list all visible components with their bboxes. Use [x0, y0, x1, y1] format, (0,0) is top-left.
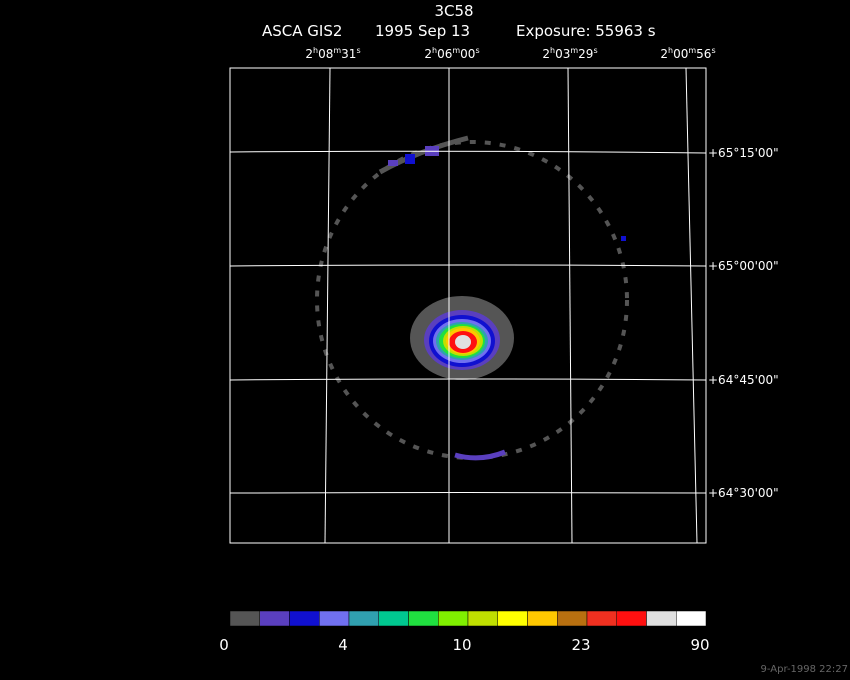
colorbar-swatch: [289, 610, 320, 627]
ra-unit: h: [668, 46, 673, 55]
ra-unit: h: [550, 46, 555, 55]
ra-unit: s: [356, 46, 360, 55]
colorbar-tick-label: 4: [338, 636, 348, 654]
source: [410, 296, 514, 380]
obs-date: 1995 Sep 13: [375, 22, 470, 40]
timestamp: 9-Apr-1998 22:27: [761, 664, 848, 675]
ring-bottom: [454, 449, 506, 461]
ra-unit: m: [333, 46, 341, 55]
ra-labels: 2h08m31s 2h06m00s 2h03m29s 2h00m56s: [305, 46, 715, 61]
ra-unit: m: [688, 46, 696, 55]
ra-unit: h: [432, 46, 437, 55]
colorbar-swatch: [438, 610, 469, 627]
ring-spot: [405, 154, 415, 164]
ra-label: 2h06m00s: [424, 46, 479, 61]
ra-number: 00: [673, 47, 688, 61]
ra-unit: m: [452, 46, 460, 55]
dec-labels: +65°15'00" +65°00'00" +64°45'00" +64°30'00": [708, 146, 779, 500]
colorbar-swatch: [467, 610, 498, 627]
colorbar-swatch: [378, 610, 409, 627]
ring-top: [378, 135, 469, 175]
ra-label: 2h08m31s: [305, 46, 360, 61]
colorbar-swatch: [497, 610, 528, 627]
dec-label: +64°30'00": [708, 486, 779, 500]
exposure: Exposure: 55963 s: [516, 22, 656, 40]
ra-unit: s: [475, 46, 479, 55]
ra-number: 2: [542, 47, 550, 61]
ra-number: 29: [578, 47, 593, 61]
ra-unit: s: [711, 46, 715, 55]
ra-number: 06: [437, 47, 452, 61]
ra-number: 08: [318, 47, 333, 61]
colorbar-swatch: [348, 610, 379, 627]
dec-label: +64°45'00": [708, 373, 779, 387]
dec-label: +65°00'00": [708, 259, 779, 273]
ra-label: 2h00m56s: [660, 46, 715, 61]
dec-label: +65°15'00": [708, 146, 779, 160]
colorbar-swatch: [259, 610, 290, 627]
title: 3C58: [434, 2, 473, 20]
colorbar: 0 4 10 23 90: [219, 610, 710, 654]
colorbar-swatch: [319, 610, 350, 627]
colorbar-swatch: [586, 610, 617, 627]
colorbar-swatch: [229, 610, 260, 627]
ring-spot: [621, 236, 626, 241]
ra-label: 2h03m29s: [542, 46, 597, 61]
ra-number: 2: [305, 47, 313, 61]
sky-image: [229, 67, 707, 544]
colorbar-swatch: [557, 610, 588, 627]
ra-unit: m: [570, 46, 578, 55]
colorbar-swatch: [527, 610, 558, 627]
colorbar-tick-label: 23: [571, 636, 590, 654]
ra-number: 03: [555, 47, 570, 61]
colorbar-swatch: [408, 610, 439, 627]
ra-number: 2: [424, 47, 432, 61]
ra-number: 56: [696, 47, 711, 61]
colorbar-tick-label: 0: [219, 636, 229, 654]
coord-grid: [229, 67, 707, 544]
ra-number: 00: [460, 47, 475, 61]
colorbar-swatch: [616, 610, 647, 627]
colorbar-swatch: [676, 610, 707, 627]
colorbar-tick-label: 10: [452, 636, 471, 654]
ra-unit: s: [593, 46, 597, 55]
ra-number: 2: [660, 47, 668, 61]
instrument: ASCA GIS2: [262, 22, 342, 40]
colorbar-tick-label: 90: [690, 636, 709, 654]
ra-number: 31: [341, 47, 356, 61]
ring-spot: [388, 160, 398, 166]
colorbar-swatch: [646, 610, 677, 627]
ra-unit: h: [313, 46, 318, 55]
